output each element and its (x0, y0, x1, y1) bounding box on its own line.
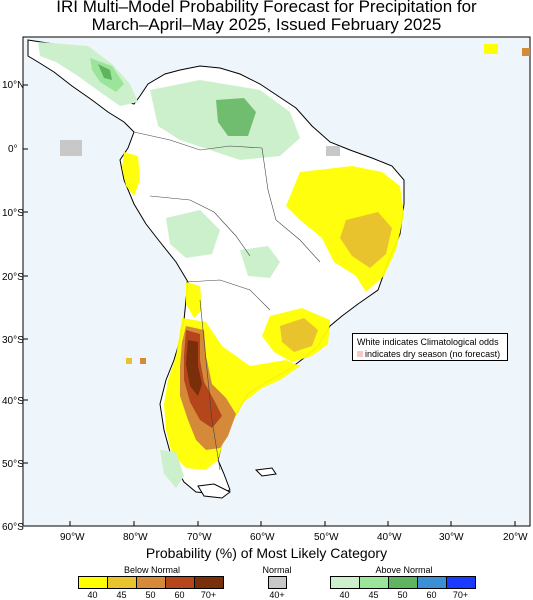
legend-above-tick-label: 45 (368, 590, 379, 600)
lat-ticks (23, 84, 28, 464)
note-line-2: indicates dry season (no forecast) (357, 348, 503, 360)
legend-below-swatch (165, 576, 195, 589)
region-above-40-tip (160, 450, 184, 488)
border-line-1 (133, 131, 263, 151)
legend-below-swatch (78, 576, 108, 589)
note-line-2-text: indicates dry season (no forecast) (365, 349, 501, 359)
legend-above-title: Above Normal (375, 565, 433, 575)
lon-ticks (69, 521, 516, 526)
lat-label: 20°S (2, 272, 24, 283)
land-tierra-del-fuego (197, 483, 231, 499)
cell-below-pacific-2 (140, 358, 146, 364)
climatology-note: White indicates Climatological odds indi… (352, 333, 508, 361)
legend-below-tick-label: 40 (87, 590, 98, 600)
legend-above-tick-label: 50 (397, 590, 408, 600)
latitude-axis: 10°N 0° 10°S 20°S 30°S 40°S 50°S 60°S (2, 80, 24, 533)
lon-label: 20°W (503, 532, 528, 543)
region-normal-east (326, 146, 340, 156)
region-below-40-peru (186, 282, 202, 318)
legend-below-swatch (194, 576, 224, 589)
legend-below-swatch (107, 576, 137, 589)
lon-label: 90°W (60, 532, 85, 543)
cell-below-pacific-1 (126, 358, 132, 364)
map-title-line1: IRI Multi–Model Probability Forecast for… (56, 0, 477, 16)
lat-label: 10°N (2, 80, 24, 91)
cell-below-atlantic (484, 44, 498, 54)
lon-label: 60°W (250, 532, 275, 543)
region-normal-galapagos (60, 140, 82, 156)
lat-label: 50°S (2, 459, 24, 470)
longitude-axis: 90°W 80°W 70°W 60°W 50°W 40°W 30°W 20°W (60, 532, 528, 543)
note-line-1: White indicates Climatological odds (357, 337, 499, 347)
legend-below-tick-label: 45 (116, 590, 127, 600)
lon-label: 30°W (439, 532, 464, 543)
below-normal-shading (122, 152, 404, 470)
border-line-2 (149, 195, 251, 257)
legend-below-title: Below Normal (123, 565, 181, 575)
legend-above-tick-label: 70+ (452, 590, 469, 600)
region-below-45-south (280, 318, 318, 352)
lon-label: 50°W (314, 532, 339, 543)
lat-label: 10°S (2, 208, 24, 219)
legend-above-swatch (446, 576, 476, 589)
map-title-line2: March–April–May 2025, Issued February 20… (91, 15, 442, 34)
region-above-50-central-america (98, 64, 112, 80)
region-below-40-ecuador (122, 152, 140, 196)
legend-normal-tick-label: 40+ (269, 590, 285, 600)
lat-label: 30°S (2, 335, 24, 346)
legend-above-swatch (388, 576, 418, 589)
above-normal-shading (38, 42, 300, 488)
legend-below-tick-label: 50 (145, 590, 156, 600)
country-borders (133, 131, 321, 471)
lon-label: 80°W (123, 532, 148, 543)
lon-label: 40°W (377, 532, 402, 543)
legend-above-swatch (417, 576, 447, 589)
dry-season-swatch (357, 351, 363, 357)
legend-above-tick-label: 40 (339, 590, 350, 600)
lat-label: 40°S (2, 396, 24, 407)
land-falklands (254, 467, 277, 477)
lat-label: 0° (8, 144, 18, 155)
lon-label: 70°W (187, 532, 212, 543)
legend-below-tick-label: 70+ (200, 590, 217, 600)
border-line-5 (261, 147, 321, 263)
legend-above-swatch (359, 576, 389, 589)
region-below-45-brazil (340, 212, 392, 268)
region-above-50-amazon (216, 98, 256, 136)
region-above-40-chaco (240, 246, 280, 278)
legend-normal-title: Normal (262, 565, 292, 575)
border-line-3 (185, 279, 271, 311)
legend-above-swatch (330, 576, 360, 589)
legend-normal-swatch (268, 576, 287, 589)
region-below-70-andes (186, 340, 202, 396)
legend-title: Probability (%) of Most Likely Category (145, 545, 388, 561)
region-above-40-bolivia (166, 210, 220, 258)
cell-below-60-atlantic (522, 48, 530, 56)
border-line-4 (199, 299, 221, 471)
lat-label: 60°S (2, 522, 24, 533)
legend-below-tick-label: 60 (174, 590, 185, 600)
legend-above-tick-label: 60 (426, 590, 437, 600)
legend-below-swatch (136, 576, 166, 589)
